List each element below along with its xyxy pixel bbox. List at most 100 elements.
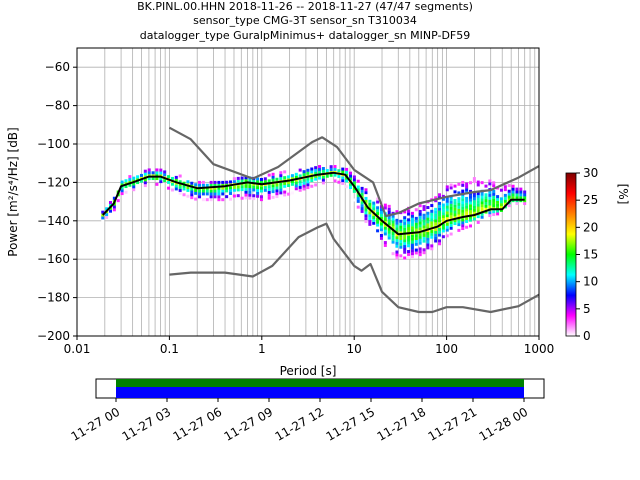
density-cell [418, 253, 422, 257]
density-cell [271, 187, 275, 191]
density-cell [143, 172, 147, 176]
density-cell [399, 225, 403, 229]
density-cell [403, 230, 407, 234]
density-cell [445, 205, 449, 209]
colorbar [565, 172, 577, 337]
density-cell [441, 215, 445, 219]
density-cell [205, 192, 209, 196]
density-cell [101, 213, 105, 217]
density-cell [379, 236, 383, 240]
density-cell [430, 218, 434, 222]
density-cell [201, 183, 205, 187]
plot-frame [76, 47, 540, 337]
timeline-tick-label: 11-27 12 [273, 405, 327, 444]
density-cell [465, 188, 469, 192]
density-cell [352, 189, 356, 193]
density-cell [441, 212, 445, 216]
density-cell [472, 202, 476, 206]
density-cell [488, 199, 492, 203]
density-cell [259, 195, 263, 199]
density-cell [414, 225, 418, 229]
density-cell [387, 236, 391, 240]
density-cell [310, 179, 314, 183]
density-cell [476, 220, 480, 224]
density-cell [391, 252, 395, 256]
density-cell [492, 189, 496, 193]
density-cell [407, 235, 411, 239]
density-cell [120, 186, 124, 190]
density-cell [368, 217, 372, 221]
density-cell [318, 170, 322, 174]
density-cell [441, 229, 445, 233]
density-cell [515, 187, 519, 191]
density-cell [267, 190, 271, 194]
density-cell [414, 239, 418, 243]
density-cell [306, 180, 310, 184]
density-cell [410, 243, 414, 247]
density-cell [147, 171, 151, 175]
density-cell [453, 184, 457, 188]
density-cell [364, 188, 368, 192]
density-cell [476, 192, 480, 196]
density-cell [468, 195, 472, 199]
density-cell [356, 197, 360, 201]
density-cell [476, 206, 480, 210]
density-cell [472, 205, 476, 209]
density-cell [418, 235, 422, 239]
density-cell [410, 240, 414, 244]
density-cell [484, 193, 488, 197]
density-cell [256, 188, 260, 192]
density-cell [232, 177, 236, 181]
density-cell [399, 239, 403, 243]
density-cell [356, 199, 360, 203]
density-cell [426, 217, 430, 221]
density-cell [310, 170, 314, 174]
timeline-data-strip [116, 387, 524, 398]
density-cell [430, 204, 434, 208]
density-cell [457, 214, 461, 218]
density-cell [236, 197, 240, 201]
density-cell [364, 214, 368, 218]
density-cell [379, 233, 383, 237]
density-cell [225, 189, 229, 193]
density-cell [453, 199, 457, 203]
density-cell [294, 172, 298, 176]
density-cell [434, 210, 438, 214]
density-cell [376, 200, 380, 204]
density-cell [341, 167, 345, 171]
density-cell [368, 205, 372, 209]
colorbar-tick-label: 10 [583, 275, 598, 289]
density-cell [480, 204, 484, 208]
density-cell [198, 192, 202, 196]
density-cell [275, 186, 279, 190]
density-cell [468, 218, 472, 222]
density-cell [438, 230, 442, 234]
density-cell [128, 175, 132, 179]
density-cell [368, 211, 372, 215]
density-cell [418, 250, 422, 254]
density-cell [395, 244, 399, 248]
density-cell [422, 236, 426, 240]
density-cell [426, 234, 430, 238]
density-cell [445, 234, 449, 238]
density-cell [124, 185, 128, 189]
density-cell [287, 175, 291, 179]
density-cell [221, 189, 225, 193]
density-cell [376, 229, 380, 233]
density-cell [345, 185, 349, 189]
density-cell [213, 183, 217, 187]
density-cell [267, 185, 271, 189]
density-cell [302, 173, 306, 177]
density-cell [407, 241, 411, 245]
density-cell [441, 197, 445, 201]
density-cell [298, 183, 302, 187]
density-cell [167, 175, 171, 179]
density-cell [252, 194, 256, 198]
density-cell [310, 176, 314, 180]
density-cell [472, 208, 476, 212]
density-cell [136, 181, 140, 185]
density-cell [379, 222, 383, 226]
density-cell [461, 206, 465, 210]
density-cell [391, 223, 395, 227]
density-cell [515, 190, 519, 194]
